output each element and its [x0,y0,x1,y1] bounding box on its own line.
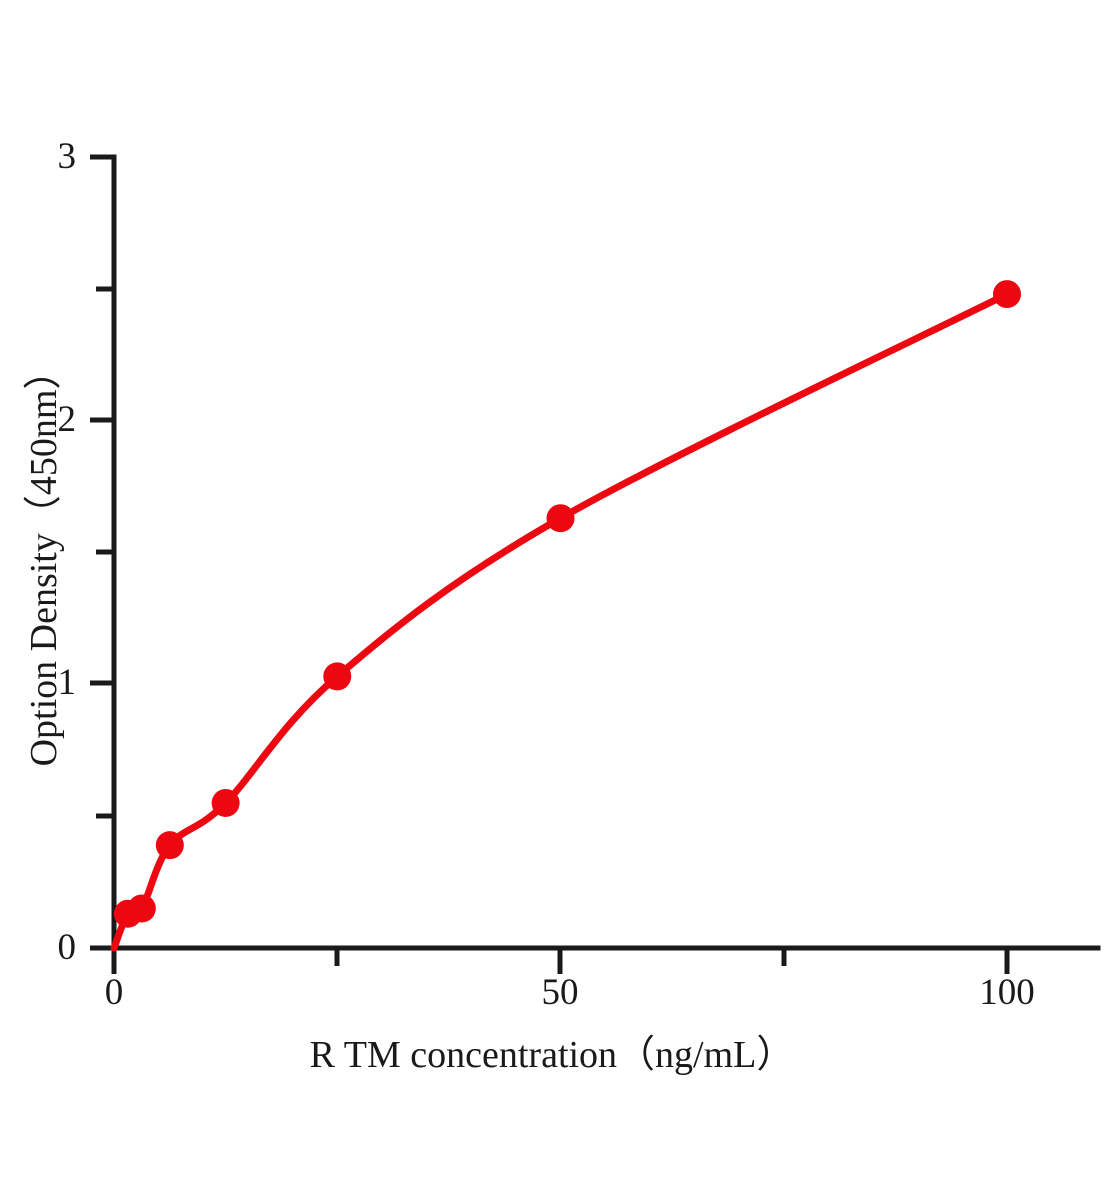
axis-lines [109,154,1101,952]
data-point [323,662,352,691]
data-point [993,280,1021,309]
y-axis-tick-label-2: 2 [57,399,77,440]
data-point-markers [113,280,1021,928]
data-point [546,504,575,533]
x-axis-title: R TM concentration（ng/mL） [309,1034,795,1076]
data-point [127,894,156,923]
data-point [155,831,184,860]
x-axis-tick-label-0: 0 [104,972,124,1013]
standard-curve-line [110,290,1011,952]
x-axis-tick-label-100: 100 [979,972,1035,1013]
y-axis-tick-label-1: 1 [57,662,77,703]
y-axis-title: Option Density（450nm） [23,351,65,767]
x-axis-tick-label-50: 50 [541,972,579,1013]
y-axis-ticks [90,154,114,951]
x-axis-ticks [111,948,1010,974]
y-axis-tick-label-3: 3 [57,136,77,177]
data-point [211,788,240,817]
y-axis-tick-label-0: 0 [57,927,77,968]
